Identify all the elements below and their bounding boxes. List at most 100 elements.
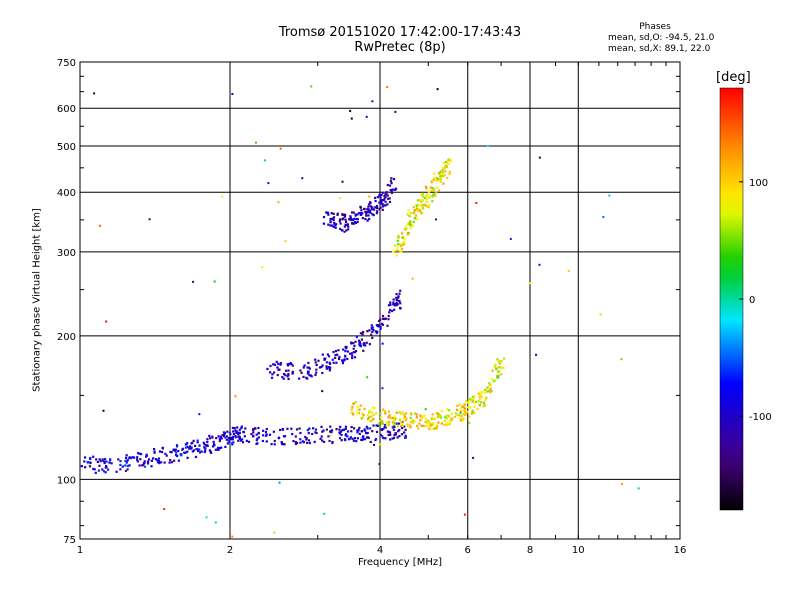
data-point <box>444 170 447 173</box>
data-point <box>353 356 357 359</box>
data-point <box>322 222 326 225</box>
data-point <box>412 206 415 209</box>
noise-point <box>472 456 475 459</box>
data-point <box>376 324 379 328</box>
data-point <box>331 358 334 361</box>
data-point <box>94 471 97 474</box>
data-point <box>356 429 359 432</box>
data-point <box>412 224 415 227</box>
data-point <box>386 324 389 327</box>
data-point <box>392 428 396 431</box>
data-point <box>186 450 189 453</box>
data-point <box>342 348 345 351</box>
data-point <box>446 420 449 424</box>
data-point <box>363 342 366 345</box>
data-point <box>388 197 391 200</box>
data-point <box>467 415 471 418</box>
noise-point <box>486 144 489 147</box>
x-tick-label: 1 <box>77 545 83 556</box>
data-point <box>438 413 441 417</box>
data-point <box>306 377 309 380</box>
data-point <box>223 432 226 436</box>
data-point <box>478 391 482 394</box>
data-point <box>395 254 398 257</box>
data-point <box>366 417 370 420</box>
data-point <box>379 419 382 422</box>
data-point <box>484 391 487 394</box>
data-point <box>435 427 439 430</box>
noise-point <box>105 320 108 323</box>
data-point <box>89 456 92 460</box>
data-point <box>421 415 424 418</box>
data-point <box>339 430 343 433</box>
data-point <box>372 213 375 217</box>
data-point <box>402 243 405 246</box>
data-point <box>388 311 391 314</box>
data-point <box>247 440 251 443</box>
noise-point <box>368 195 371 198</box>
data-point <box>102 460 105 463</box>
data-point <box>409 416 412 419</box>
data-point <box>200 450 203 453</box>
data-point <box>443 174 446 177</box>
data-point <box>160 461 163 464</box>
data-point <box>445 165 448 168</box>
data-point <box>350 218 353 222</box>
data-point <box>409 425 412 428</box>
data-point <box>322 429 325 432</box>
data-point <box>497 374 500 377</box>
data-point <box>307 439 311 442</box>
data-point <box>366 219 369 222</box>
data-point <box>389 416 393 420</box>
noise-point <box>264 159 267 162</box>
data-point <box>276 366 279 369</box>
data-point <box>413 211 416 214</box>
noise-point <box>214 521 217 524</box>
data-point <box>401 242 405 245</box>
data-point <box>338 428 341 431</box>
data-point <box>448 415 451 418</box>
data-point <box>400 250 403 253</box>
data-point <box>364 429 367 432</box>
noise-point <box>325 428 328 431</box>
data-point <box>225 435 229 438</box>
chart-subtitle: RwPretec (8p) <box>354 40 446 55</box>
data-point <box>342 217 345 220</box>
data-point <box>291 372 294 375</box>
data-point <box>486 390 489 393</box>
noise-point <box>538 263 541 266</box>
data-point <box>314 358 317 361</box>
data-point <box>372 417 375 420</box>
data-point <box>350 342 353 345</box>
x-tick-label: 10 <box>572 545 585 556</box>
data-point <box>366 210 369 214</box>
data-point <box>346 223 350 226</box>
data-point <box>430 189 433 193</box>
data-point <box>245 439 249 442</box>
data-point <box>388 184 392 187</box>
data-point <box>372 406 375 409</box>
data-point <box>370 411 373 414</box>
x-tick-label: 16 <box>674 545 687 556</box>
data-point <box>332 217 335 220</box>
data-point <box>136 451 140 455</box>
data-point <box>169 458 172 462</box>
data-point <box>192 439 195 443</box>
data-point <box>392 423 395 426</box>
data-point <box>428 196 431 200</box>
data-point <box>387 197 390 200</box>
data-point <box>220 437 223 440</box>
y-axis-label: Stationary phase Virtual Height [km] <box>31 208 43 392</box>
data-point <box>362 414 365 417</box>
data-point <box>105 466 108 469</box>
data-point <box>357 411 361 415</box>
data-point <box>136 460 139 463</box>
data-point <box>417 427 420 430</box>
data-point <box>255 442 258 446</box>
data-point <box>308 373 311 377</box>
data-point <box>320 435 323 438</box>
data-point <box>329 224 332 227</box>
data-point <box>466 410 469 413</box>
data-point <box>208 434 211 437</box>
data-point <box>439 172 442 176</box>
